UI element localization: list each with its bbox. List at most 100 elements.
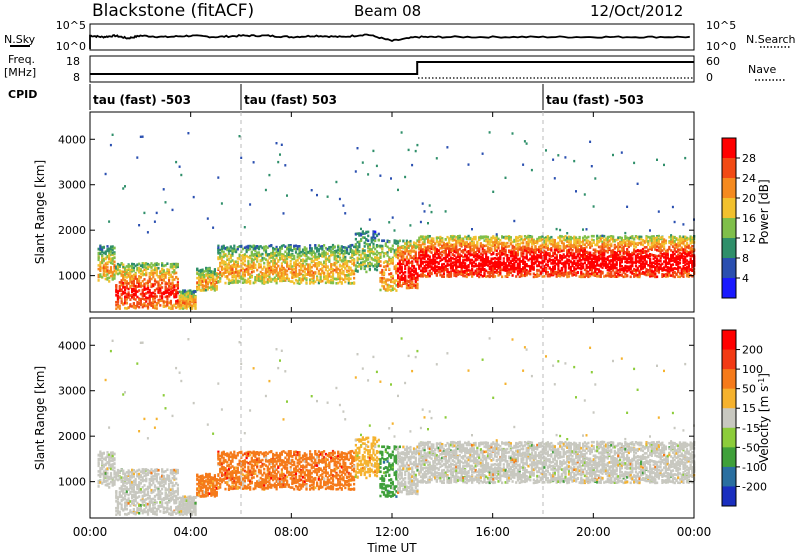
power-cell (543, 260, 545, 263)
power-cell (305, 260, 307, 263)
power-cell (388, 221, 390, 223)
power-cell (404, 271, 406, 274)
power-cell (367, 258, 369, 261)
power-cell (339, 274, 341, 277)
power-cell (244, 226, 246, 228)
power-cell (531, 245, 533, 248)
power-cell (311, 247, 313, 250)
power-cell (353, 277, 355, 280)
power-cell (372, 245, 374, 248)
power-cell (281, 144, 283, 146)
power-cell (98, 257, 100, 260)
freq-tick-left-bottom: 8 (73, 71, 80, 84)
power-cell (401, 131, 403, 133)
power-cell (383, 255, 385, 258)
cpid-segment-label: tau (fast) -503 (546, 93, 644, 107)
power-cell (420, 265, 422, 268)
power-cell (290, 263, 292, 266)
nsky-label: N.Sky (4, 33, 36, 46)
power-cell (249, 203, 251, 205)
power-cell (159, 289, 161, 292)
power-cell (332, 281, 334, 284)
power-cell (390, 250, 392, 253)
power-cell (156, 307, 158, 310)
power-cell (374, 231, 376, 234)
power-cell (122, 187, 124, 189)
power-cell (219, 277, 221, 280)
power-cell (374, 240, 376, 243)
power-cell (392, 258, 394, 261)
cpid-segment-label: tau (fast) 503 (244, 93, 337, 107)
power-cell (112, 134, 114, 136)
power-cell (367, 231, 369, 234)
power-cell (113, 277, 115, 280)
power-cell (311, 189, 313, 191)
power-cell (119, 305, 121, 308)
power-cell (341, 282, 343, 285)
power-cell (177, 278, 179, 281)
power-cell (471, 268, 473, 271)
power-cell (268, 174, 270, 176)
power-cell (385, 268, 387, 271)
power-cell (143, 278, 145, 281)
power-cell (399, 240, 401, 243)
power-cell (415, 254, 417, 257)
power-cell (209, 268, 211, 271)
power-cell (355, 170, 357, 172)
power-cell (513, 220, 515, 222)
power-cell (314, 281, 316, 284)
power-cell (547, 264, 549, 267)
power-cell (441, 239, 443, 242)
power-cell (113, 253, 115, 256)
noise-tick-right-top: 10^5 (706, 19, 736, 32)
power-cell (497, 247, 499, 250)
power-cell (105, 253, 107, 256)
power-cell (512, 132, 514, 134)
power-cell (108, 280, 110, 283)
power-cell (244, 260, 246, 263)
power-cell (161, 295, 163, 298)
power-cell (230, 257, 232, 260)
power-cell (295, 269, 297, 272)
power-cell (436, 157, 438, 159)
power-cell (524, 140, 526, 142)
power-cell (249, 282, 251, 285)
noise-series-line (90, 35, 690, 50)
power-cell (499, 272, 501, 275)
power-cell (163, 188, 165, 190)
power-cell (175, 272, 177, 275)
noise-panel: 10^5 10^0 10^5 10^0 (56, 19, 736, 53)
power-cell (115, 284, 117, 287)
power-cell (459, 257, 461, 260)
power-cell (487, 236, 489, 239)
power-cell (103, 246, 105, 249)
power-cell (316, 194, 318, 196)
cpid-segment-label: tau (fast) -503 (93, 93, 191, 107)
power-cell (468, 163, 470, 165)
power-cell (344, 267, 346, 270)
power-cell (517, 254, 519, 257)
power-cell (159, 304, 161, 307)
power-cell (217, 267, 219, 270)
power-cell (149, 289, 151, 292)
power-cell (247, 260, 249, 263)
power-cell (522, 242, 524, 245)
power-cell (383, 239, 385, 242)
power-cell (557, 265, 559, 268)
power-cell (214, 268, 216, 271)
power-cell (388, 241, 390, 244)
power-cell (554, 177, 556, 179)
power-cell (261, 253, 263, 256)
date-title: 12/Oct/2012 (590, 2, 683, 20)
power-cell (332, 273, 334, 276)
power-cell (360, 266, 362, 269)
power-cell (471, 228, 473, 230)
power-cell (173, 269, 175, 272)
power-cell (314, 253, 316, 256)
power-cell (379, 260, 381, 263)
power-cell (239, 280, 241, 283)
power-cell (328, 257, 330, 260)
power-cell (431, 251, 433, 254)
freq-tick-right-bottom: 0 (706, 71, 713, 84)
